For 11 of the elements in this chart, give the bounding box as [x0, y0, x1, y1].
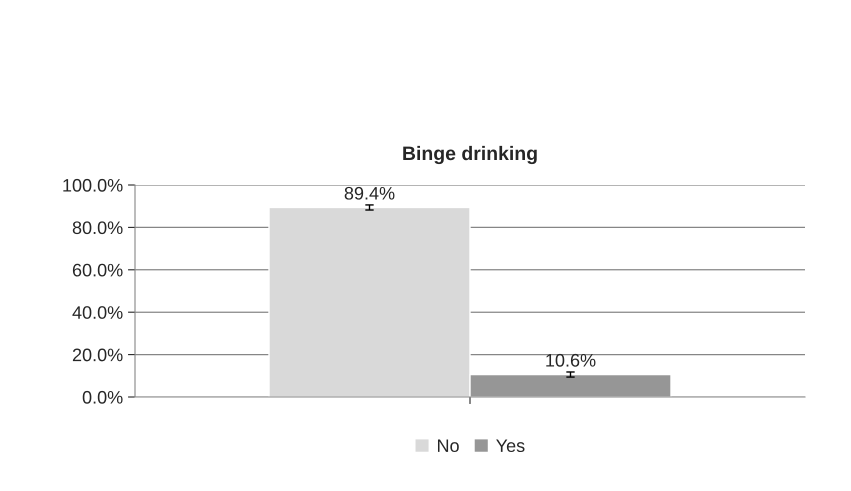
y-tick-label: 0.0% [82, 390, 123, 404]
y-tick-label: 40.0% [72, 306, 123, 319]
y-tick-label: 60.0% [72, 264, 123, 277]
data-label: 10.6% [546, 354, 596, 367]
legend-label: No [438, 439, 459, 452]
y-tick-label: 80.0% [72, 221, 123, 234]
y-tick-label: 20.0% [72, 348, 123, 362]
chart-title: Binge drinking [403, 146, 537, 164]
legend-label: Yes [496, 439, 525, 452]
y-tick-label: 100.0% [63, 178, 123, 192]
data-label: 89.4% [344, 186, 394, 200]
